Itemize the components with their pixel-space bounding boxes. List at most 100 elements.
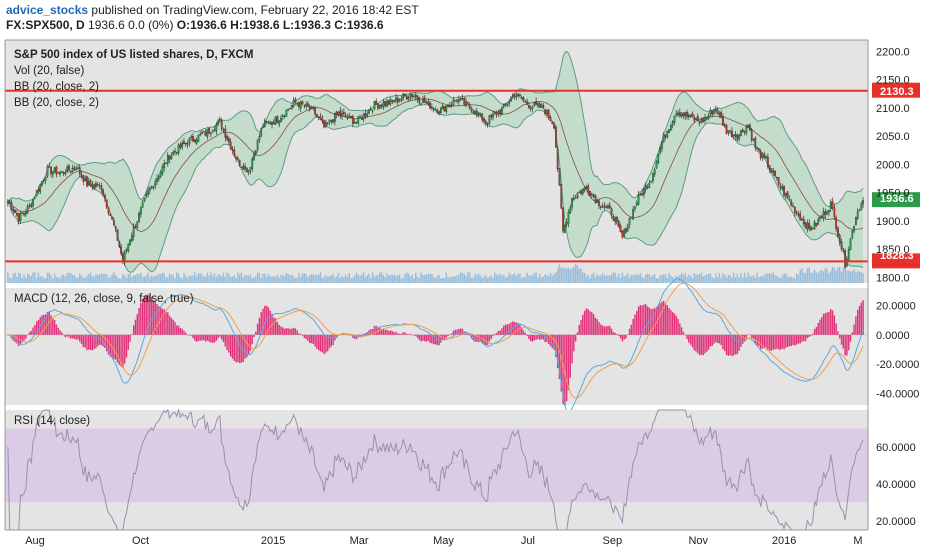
volume-bar xyxy=(759,275,762,283)
macd-histogram-bar xyxy=(452,330,455,335)
rsi-tick-label: 60.0000 xyxy=(876,442,916,454)
candle-body xyxy=(181,142,184,148)
volume-bar xyxy=(170,275,173,283)
volume-bar xyxy=(803,272,805,283)
candle-body xyxy=(199,134,202,136)
macd-histogram-bar xyxy=(824,313,827,335)
macd-histogram-bar xyxy=(562,334,564,405)
macd-histogram-bar xyxy=(282,327,284,335)
candle-body xyxy=(127,243,130,251)
candle-body xyxy=(526,101,528,105)
macd-histogram-bar xyxy=(190,334,192,336)
rsi-pane[interactable] xyxy=(5,408,868,531)
macd-histogram-bar xyxy=(382,328,385,335)
volume-bar xyxy=(176,272,178,283)
macd-histogram-bar xyxy=(666,305,668,335)
volume-bar xyxy=(210,272,212,283)
macd-histogram-bar xyxy=(770,334,773,351)
candle-body xyxy=(716,109,719,114)
candle-body xyxy=(549,117,552,122)
macd-pane[interactable] xyxy=(5,277,868,414)
candle-body xyxy=(495,113,498,116)
macd-histogram-bar xyxy=(123,334,126,364)
volume-bar xyxy=(790,276,792,283)
macd-histogram-bar xyxy=(246,334,248,358)
volume-bar xyxy=(145,275,147,283)
price-pane[interactable] xyxy=(5,40,868,283)
volume-bar xyxy=(680,272,683,283)
macd-histogram-bar xyxy=(684,334,686,336)
candle-body xyxy=(156,178,158,182)
macd-tick-label: 0.0000 xyxy=(876,330,910,342)
macd-histogram-bar xyxy=(508,323,510,335)
macd-histogram-bar xyxy=(639,305,642,335)
volume-bar xyxy=(819,270,821,283)
candle-body xyxy=(661,141,663,150)
candle-body xyxy=(10,202,13,210)
candle-body xyxy=(837,227,839,237)
macd-histogram-bar xyxy=(569,334,571,378)
volume-bar xyxy=(813,269,816,283)
volume-bar xyxy=(298,272,300,283)
macd-histogram-bar xyxy=(851,332,854,335)
candle-body xyxy=(855,216,857,225)
volume-bar xyxy=(801,267,803,283)
candle-body xyxy=(19,212,22,221)
volume-bar xyxy=(828,272,830,283)
candle-body xyxy=(535,100,537,105)
candle-body xyxy=(98,185,101,187)
candle-body xyxy=(375,101,378,105)
macd-histogram-bar xyxy=(574,334,577,342)
volume-bar xyxy=(600,275,602,283)
last-price-label: 1936.6 xyxy=(880,193,914,205)
macd-histogram-bar xyxy=(517,323,519,335)
volume-bar xyxy=(161,272,164,283)
volume-bar xyxy=(682,275,685,283)
hline-low-label: 1828.3 xyxy=(880,250,914,262)
macd-histogram-bar xyxy=(549,334,552,347)
candle-body xyxy=(662,134,665,143)
volume-bar xyxy=(66,273,68,283)
macd-histogram-bar xyxy=(591,312,593,335)
volume-bar xyxy=(256,272,259,283)
macd-histogram-bar xyxy=(181,328,183,335)
candle-body xyxy=(792,205,794,207)
macd-histogram-bar xyxy=(785,334,787,348)
macd-histogram-bar xyxy=(454,329,456,335)
macd-histogram-bar xyxy=(747,334,749,336)
volume-bar xyxy=(677,277,679,283)
macd-histogram-bar xyxy=(310,334,313,344)
candle-body xyxy=(165,162,167,164)
candle-body xyxy=(506,104,509,107)
macd-tick-label: -20.0000 xyxy=(876,359,919,371)
volume-bar xyxy=(420,272,422,283)
volume-bar xyxy=(560,267,562,283)
volume-bar xyxy=(71,274,74,283)
volume-bar xyxy=(756,272,758,283)
volume-bar xyxy=(481,278,483,283)
candle-body xyxy=(450,104,453,106)
macd-histogram-bar xyxy=(540,334,543,340)
author-link[interactable]: advice_stocks xyxy=(6,3,89,17)
volume-bar xyxy=(686,276,688,283)
volume-bar xyxy=(88,274,90,283)
volume-bar xyxy=(188,275,191,283)
macd-histogram-bar xyxy=(768,334,771,351)
volume-bar xyxy=(641,276,643,283)
volume-bar xyxy=(598,275,600,283)
macd-histogram-bar xyxy=(846,334,848,356)
candle-body xyxy=(540,104,543,108)
candle-body xyxy=(267,121,270,124)
volume-bar xyxy=(795,273,798,283)
volume-bar xyxy=(138,274,140,283)
candle-body xyxy=(422,99,424,103)
volume-bar xyxy=(384,276,386,283)
candle-body xyxy=(175,152,178,154)
candle-body xyxy=(87,181,90,186)
macd-histogram-bar xyxy=(580,319,582,335)
candle-body xyxy=(493,112,496,114)
volume-bar xyxy=(177,273,180,283)
volume-bar xyxy=(28,275,31,283)
macd-histogram-bar xyxy=(26,334,29,336)
